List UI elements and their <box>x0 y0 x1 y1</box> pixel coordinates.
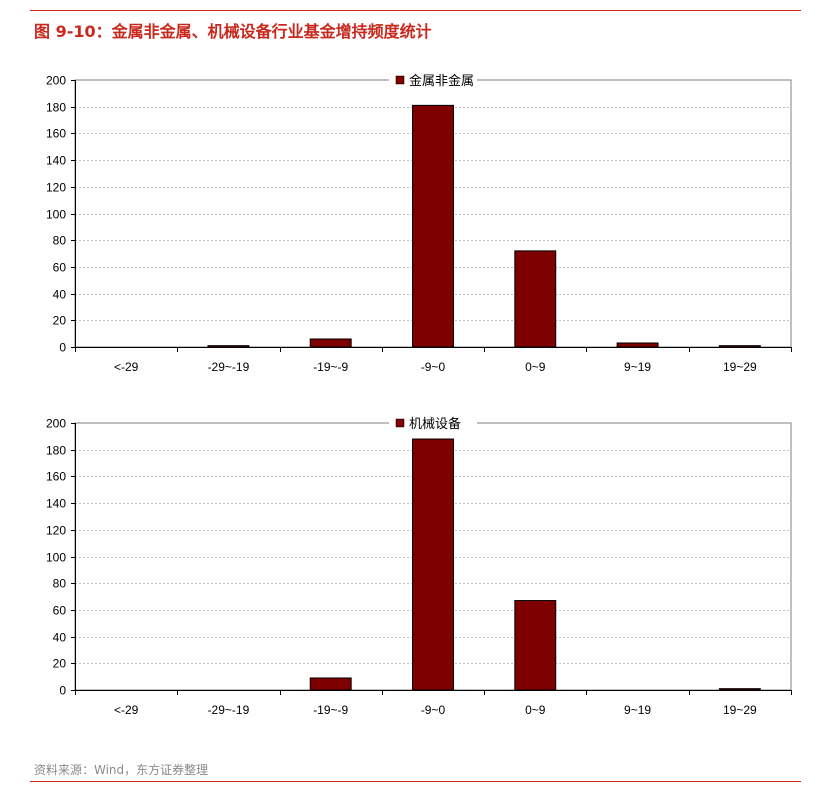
y-tick-label: 200 <box>46 74 66 88</box>
y-tick-label: 160 <box>46 127 66 141</box>
y-tick-label: 100 <box>46 208 66 222</box>
x-tick-label: 19~29 <box>723 703 757 717</box>
y-tick-label: 100 <box>46 551 66 565</box>
y-tick-label: 80 <box>53 577 67 591</box>
legend-background <box>389 414 477 432</box>
chart-machinery: 0 20 40 60 80 100 120 140 160 180 200 <-29 -29~-19 -1… <box>46 414 792 717</box>
x-tick-label: -9~0 <box>421 360 446 374</box>
legend-swatch <box>395 418 405 428</box>
y-tick-label: 200 <box>46 417 66 431</box>
y-tick-label: 80 <box>53 234 67 248</box>
bar <box>309 338 352 348</box>
x-tick-label: 9~19 <box>624 360 651 374</box>
y-tick-label: 120 <box>46 181 66 195</box>
x-tick-label: 0~9 <box>525 703 546 717</box>
y-tick-label: 20 <box>53 314 67 328</box>
y-tick-label: 0 <box>59 341 66 355</box>
legend: 机械设备 <box>389 414 477 432</box>
y-tick-label: 40 <box>53 288 67 302</box>
y-tick-label: 180 <box>46 101 66 115</box>
y-tick-label: 120 <box>46 524 66 538</box>
y-tick-label: 60 <box>53 604 67 618</box>
y-tick-label: 60 <box>53 261 67 275</box>
x-tick-label: 9~19 <box>624 703 651 717</box>
bottom-rule <box>30 781 801 782</box>
bar <box>718 688 761 691</box>
legend-background <box>389 71 477 89</box>
x-tick-label: -19~-9 <box>313 360 348 374</box>
bar <box>616 342 659 348</box>
y-tick-label: 180 <box>46 444 66 458</box>
y-tick-label: 20 <box>53 657 67 671</box>
bar <box>309 677 352 691</box>
bar <box>412 438 454 691</box>
x-tick-label: 0~9 <box>525 360 546 374</box>
bar <box>207 345 250 348</box>
figure-title: 图 9-10：金属非金属、机械设备行业基金增持频度统计 <box>34 22 432 41</box>
x-tick-label: -9~0 <box>421 703 446 717</box>
bar <box>718 345 761 348</box>
x-tick-label: <-29 <box>114 703 139 717</box>
y-tick-label: 40 <box>53 631 67 645</box>
source-note: 资料来源：Wind，东方证券整理 <box>34 763 209 777</box>
x-tick-label: -19~-9 <box>313 703 348 717</box>
y-tick-label: 160 <box>46 470 66 484</box>
bar <box>514 600 557 691</box>
legend-swatch <box>395 75 405 85</box>
x-tick-label: -29~-19 <box>208 703 250 717</box>
y-tick-label: 140 <box>46 497 66 511</box>
y-tick-label: 140 <box>46 154 66 168</box>
bar <box>412 104 454 348</box>
x-tick-label: 19~29 <box>723 360 757 374</box>
x-tick-label: -29~-19 <box>208 360 250 374</box>
legend-label: 机械设备 <box>409 416 461 431</box>
legend-label: 金属非金属 <box>409 73 474 88</box>
top-rule <box>30 10 801 11</box>
legend: 金属非金属 <box>389 71 477 89</box>
y-tick-label: 0 <box>59 684 66 698</box>
chart-metals-nonmetals: 0 20 40 60 80 100 120 140 160 180 200 <-29 -29~-19 -1… <box>46 71 792 374</box>
x-tick-label: <-29 <box>114 360 139 374</box>
bar <box>514 250 557 348</box>
